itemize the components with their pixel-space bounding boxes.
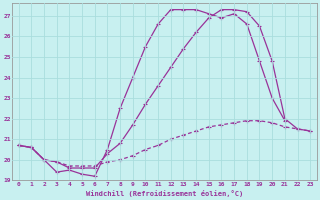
X-axis label: Windchill (Refroidissement éolien,°C): Windchill (Refroidissement éolien,°C) xyxy=(86,190,243,197)
